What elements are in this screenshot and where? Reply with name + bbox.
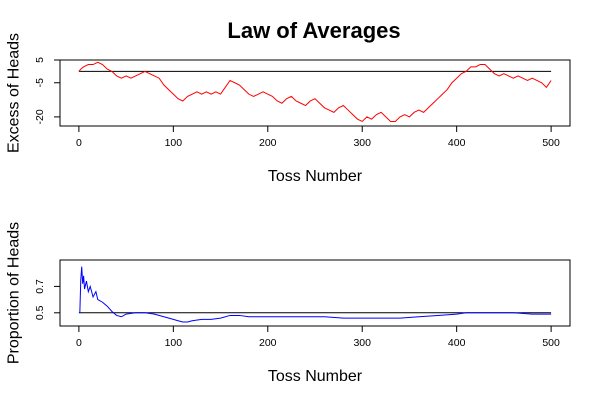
- proportion-y-tick-label: 0.7: [34, 279, 46, 294]
- proportion-x-tick-label: 0: [76, 337, 82, 349]
- proportion-x-tick-label: 400: [448, 337, 466, 349]
- excess-x-tick-label: 400: [448, 137, 466, 149]
- proportion-y-tick-label: 0.5: [34, 305, 46, 320]
- excess-series-line: [78, 61, 552, 123]
- excess-y-tick-label: 5: [34, 57, 46, 63]
- excess-x-tick-label: 200: [259, 137, 277, 149]
- excess-x-axis-label: Toss Number: [268, 168, 363, 185]
- excess-y-axis-label: Excess of Heads: [6, 33, 23, 153]
- proportion-x-tick-label: 200: [259, 337, 277, 349]
- excess-of-heads-panel: 0 100 200 300 400 500 5 -5 -20 Toss Number Excess …: [6, 33, 571, 185]
- proportion-y-axis-label: Proportion of Heads: [6, 222, 23, 364]
- excess-y-tick-label: -5: [34, 78, 46, 87]
- proportion-x-tick-label: 100: [165, 337, 183, 349]
- excess-x-tick-label: 500: [542, 137, 560, 149]
- proportion-plot-frame: [59, 259, 571, 327]
- proportion-x-tick-label: 300: [353, 337, 371, 349]
- excess-x-tick-label: 100: [165, 137, 183, 149]
- excess-y-tick-label: -20: [34, 109, 46, 124]
- proportion-x-axis-label: Toss Number: [268, 368, 363, 385]
- proportion-of-heads-panel: 0 100 200 300 400 500 0.5 0.7 Toss Number Proport…: [6, 222, 571, 385]
- excess-x-tick-label: 0: [76, 137, 82, 149]
- proportion-series-line: [79, 266, 552, 323]
- excess-x-tick-label: 300: [353, 137, 371, 149]
- figure-title: Law of Averages: [227, 18, 400, 43]
- proportion-x-tick-label: 500: [542, 337, 560, 349]
- excess-plot-frame: [59, 59, 571, 127]
